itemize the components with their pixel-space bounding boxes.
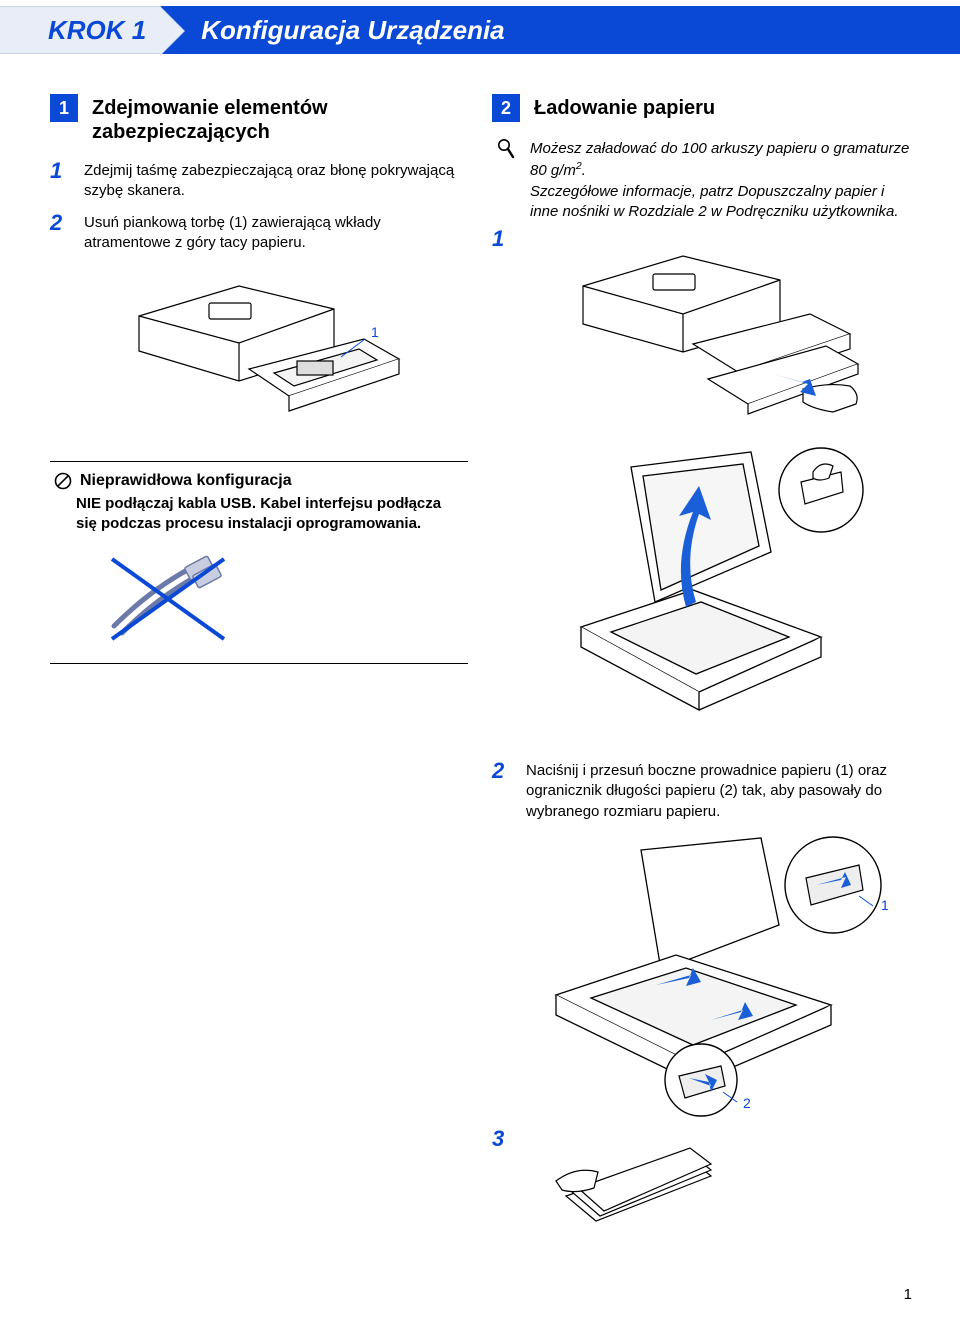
section-2-badge: 2 <box>492 94 520 122</box>
step-number: 1 <box>492 226 514 252</box>
left-column: 1 Zdejmowanie elementów zabezpieczającyc… <box>50 94 468 1239</box>
right-step-2: 2 Naciśnij i przesuń boczne prowadnice p… <box>492 758 910 822</box>
section-2-head: 2 Ładowanie papieru <box>492 94 910 122</box>
left-step-1: 1 Zdejmij taśmę zabezpieczającą oraz bło… <box>50 158 468 202</box>
warning-heading: Nieprawidłowa konfiguracja <box>80 472 292 490</box>
magnifier-icon <box>497 138 515 160</box>
step-number: 2 <box>492 758 514 784</box>
right-step-3: 3 <box>492 1126 910 1231</box>
content-area: 1 Zdejmowanie elementów zabezpieczającyc… <box>0 54 960 1239</box>
callout-guide-1: 1 <box>881 897 889 913</box>
paper-fan-illustration <box>526 1126 746 1226</box>
note-line1a: Możesz załadować do 100 arkuszy papieru … <box>530 140 909 179</box>
step-label: KROK 1 <box>0 6 161 54</box>
step-text: Naciśnij i przesuń boczne prowadnice pap… <box>526 758 910 822</box>
step-number: 3 <box>492 1126 514 1152</box>
section-2-title: Ładowanie papieru <box>534 94 715 120</box>
section-1-badge: 1 <box>50 94 78 122</box>
right-step-1: 1 <box>492 226 910 434</box>
prohibit-icon <box>54 472 72 490</box>
right-column: 2 Ładowanie papieru Możesz załadować do … <box>492 94 910 1239</box>
usb-cross-illustration <box>94 541 254 651</box>
step-text: Zdejmij taśmę zabezpieczającą oraz błonę… <box>84 158 468 202</box>
header-bar: KROK 1 Konfiguracja Urządzenia <box>0 6 960 54</box>
printer-illustration: 1 <box>109 261 409 441</box>
step-number: 1 <box>50 158 72 184</box>
page-title: Konfiguracja Urządzenia <box>161 6 960 54</box>
printer-remove-tray-illustration <box>558 234 878 424</box>
tray-guides-illustration: 1 2 <box>511 830 891 1120</box>
note-row: Możesz załadować do 100 arkuszy papieru … <box>492 136 910 222</box>
callout-1: 1 <box>371 324 379 340</box>
note-line1b: . <box>582 162 586 179</box>
note-text: Możesz załadować do 100 arkuszy papieru … <box>530 136 910 222</box>
warning-box: Nieprawidłowa konfiguracja NIE podłączaj… <box>50 461 468 664</box>
step-number: 2 <box>50 210 72 236</box>
note-line2: Szczegółowe informacje, patrz Dopuszczal… <box>530 183 899 220</box>
warning-body: NIE podłączaj kabla USB. Kabel interfejs… <box>54 494 464 533</box>
section-1-head: 1 Zdejmowanie elementów zabezpieczającyc… <box>50 94 468 144</box>
warning-heading-row: Nieprawidłowa konfiguracja <box>54 472 464 490</box>
tray-open-illustration <box>521 442 881 742</box>
section-1-title: Zdejmowanie elementów zabezpieczających <box>92 94 468 144</box>
callout-guide-2: 2 <box>743 1095 751 1111</box>
step-text: Usuń piankową torbę (1) zawierającą wkła… <box>84 210 468 254</box>
left-step-2: 2 Usuń piankową torbę (1) zawierającą wk… <box>50 210 468 254</box>
page-number: 1 <box>904 1286 912 1303</box>
